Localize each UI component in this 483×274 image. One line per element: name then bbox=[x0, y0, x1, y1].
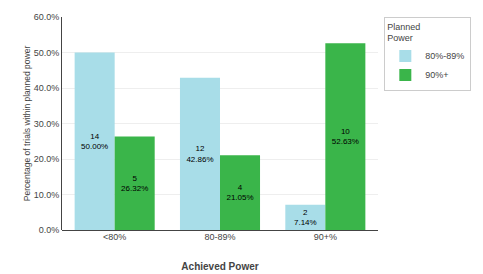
svg-text:27.14%: 27.14% bbox=[294, 208, 317, 227]
svg-text:90%+: 90%+ bbox=[425, 70, 448, 80]
svg-text:PlannedPower: PlannedPower bbox=[387, 22, 420, 44]
svg-text:80-89%: 80-89% bbox=[204, 232, 235, 242]
svg-text:10.0%: 10.0% bbox=[34, 190, 60, 200]
svg-text:40.0%: 40.0% bbox=[34, 83, 60, 93]
svg-text:90+%: 90+% bbox=[314, 232, 337, 242]
svg-text:1242.86%: 1242.86% bbox=[186, 144, 213, 163]
svg-text:Achieved Power: Achieved Power bbox=[181, 261, 258, 272]
svg-text:1450.00%: 1450.00% bbox=[81, 132, 108, 151]
svg-text:20.0%: 20.0% bbox=[34, 154, 60, 164]
svg-text:<80%: <80% bbox=[103, 232, 126, 242]
svg-text:80%-89%: 80%-89% bbox=[425, 51, 464, 61]
svg-text:Percentage of trials within pl: Percentage of trials within planned powe… bbox=[22, 46, 32, 202]
svg-text:60.0%: 60.0% bbox=[34, 12, 60, 22]
svg-text:526.32%: 526.32% bbox=[121, 174, 148, 193]
svg-text:421.05%: 421.05% bbox=[226, 183, 253, 202]
svg-text:50.0%: 50.0% bbox=[34, 48, 60, 58]
svg-text:30.0%: 30.0% bbox=[34, 119, 60, 129]
svg-text:1052.63%: 1052.63% bbox=[332, 127, 359, 146]
svg-text:0.0%: 0.0% bbox=[39, 225, 60, 235]
